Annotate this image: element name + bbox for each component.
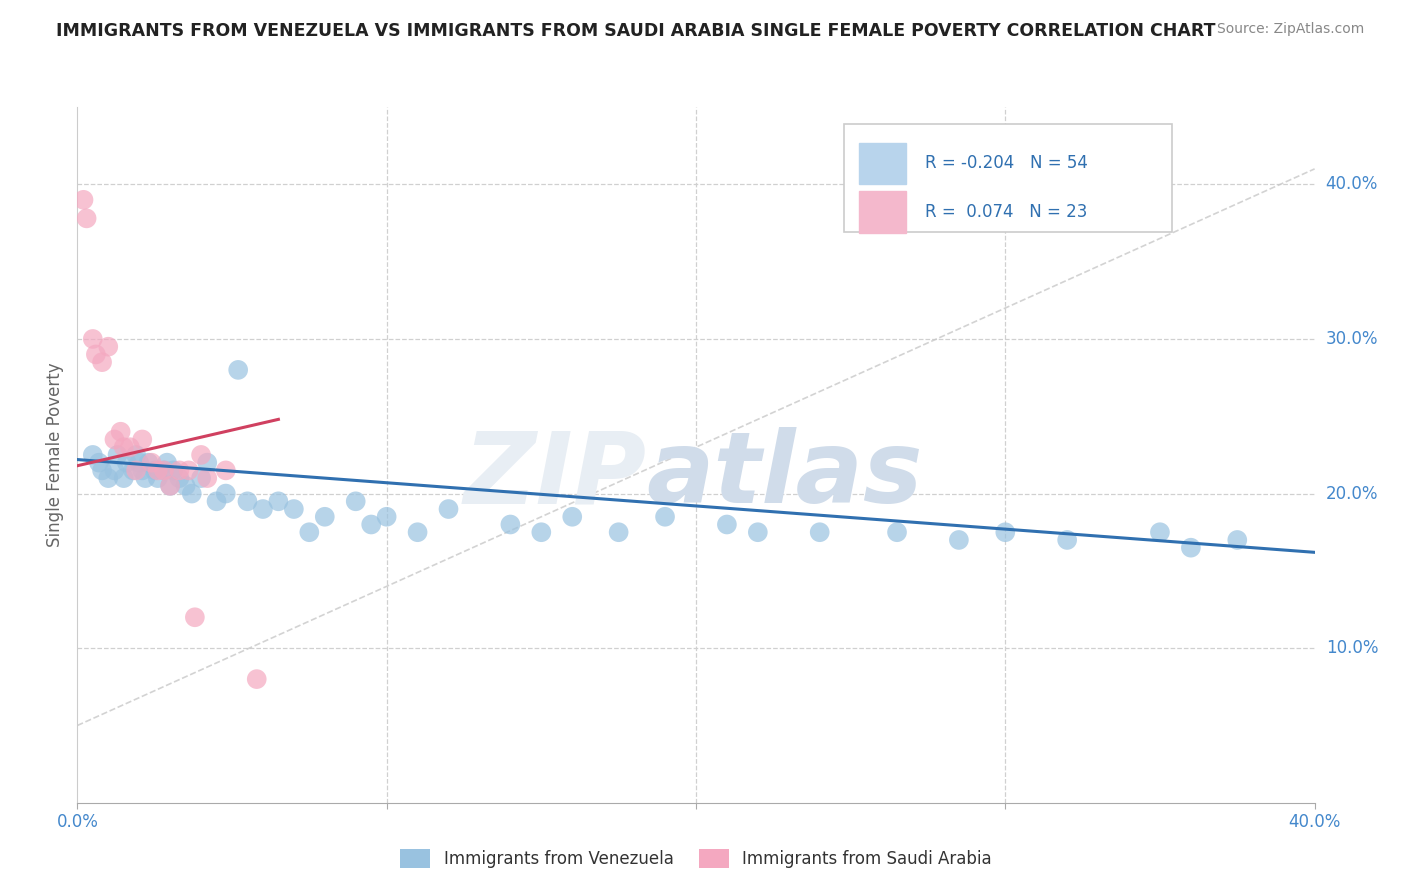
Point	[246, 672, 269, 686]
Point	[125, 448, 148, 462]
Point	[530, 525, 553, 540]
Point	[195, 456, 218, 470]
Point	[344, 494, 367, 508]
Text: R = -0.204   N = 54: R = -0.204 N = 54	[925, 154, 1088, 172]
Point	[97, 340, 120, 354]
FancyBboxPatch shape	[845, 124, 1173, 232]
Text: 20.0%: 20.0%	[1326, 484, 1378, 502]
Point	[252, 502, 274, 516]
Point	[298, 525, 321, 540]
Text: IMMIGRANTS FROM VENEZUELA VS IMMIGRANTS FROM SAUDI ARABIA SINGLE FEMALE POVERTY : IMMIGRANTS FROM VENEZUELA VS IMMIGRANTS …	[56, 22, 1216, 40]
Point	[91, 355, 114, 369]
Point	[174, 479, 197, 493]
Point	[103, 463, 125, 477]
Text: ZIP: ZIP	[464, 427, 647, 524]
Point	[159, 479, 181, 493]
Text: R =  0.074   N = 23: R = 0.074 N = 23	[925, 202, 1087, 221]
Point	[128, 456, 150, 470]
Point	[122, 463, 145, 477]
Point	[103, 433, 125, 447]
Point	[162, 463, 184, 477]
Bar	[859, 191, 907, 233]
Point	[97, 471, 120, 485]
Point	[153, 463, 176, 477]
Point	[747, 525, 769, 540]
Text: 30.0%: 30.0%	[1326, 330, 1378, 348]
Point	[169, 471, 191, 485]
Point	[131, 463, 153, 477]
Point	[561, 509, 583, 524]
Point	[180, 486, 202, 500]
Legend: Immigrants from Venezuela, Immigrants from Saudi Arabia: Immigrants from Venezuela, Immigrants fr…	[394, 842, 998, 874]
Y-axis label: Single Female Poverty: Single Female Poverty	[46, 363, 65, 547]
Point	[808, 525, 831, 540]
Point	[886, 525, 908, 540]
Text: 10.0%: 10.0%	[1326, 640, 1378, 657]
Point	[91, 463, 114, 477]
Point	[215, 463, 238, 477]
Point	[82, 448, 104, 462]
Point	[107, 448, 129, 462]
Point	[72, 193, 94, 207]
Point	[146, 471, 169, 485]
Point	[195, 471, 218, 485]
Text: Source: ZipAtlas.com: Source: ZipAtlas.com	[1216, 22, 1364, 37]
Point	[156, 456, 179, 470]
Point	[143, 463, 166, 477]
Point	[138, 456, 160, 470]
Point	[205, 494, 228, 508]
Point	[184, 610, 207, 624]
Point	[146, 463, 169, 477]
Point	[215, 486, 238, 500]
Point	[115, 456, 138, 470]
Point	[131, 433, 153, 447]
Point	[141, 456, 163, 470]
Text: 40.0%: 40.0%	[1326, 176, 1378, 194]
Point	[1056, 533, 1078, 547]
Point	[314, 509, 336, 524]
Point	[607, 525, 630, 540]
Point	[236, 494, 259, 508]
Point	[654, 509, 676, 524]
Point	[190, 448, 212, 462]
Point	[499, 517, 522, 532]
Text: atlas: atlas	[647, 427, 922, 524]
Point	[76, 211, 98, 226]
Point	[87, 456, 110, 470]
Point	[1226, 533, 1249, 547]
Point	[283, 502, 305, 516]
Point	[1149, 525, 1171, 540]
Point	[134, 471, 156, 485]
Point	[110, 425, 132, 439]
Point	[153, 463, 176, 477]
Point	[716, 517, 738, 532]
Point	[948, 533, 970, 547]
Point	[84, 347, 107, 361]
Point	[125, 463, 148, 477]
Point	[375, 509, 398, 524]
Point	[159, 479, 181, 493]
Point	[177, 463, 200, 477]
Bar	[859, 143, 907, 185]
Point	[82, 332, 104, 346]
Point	[437, 502, 460, 516]
Point	[118, 440, 141, 454]
Point	[267, 494, 290, 508]
Point	[406, 525, 429, 540]
Point	[994, 525, 1017, 540]
Point	[226, 363, 249, 377]
Point	[112, 471, 135, 485]
Point	[169, 463, 191, 477]
Point	[1180, 541, 1202, 555]
Point	[112, 440, 135, 454]
Point	[360, 517, 382, 532]
Point	[190, 471, 212, 485]
